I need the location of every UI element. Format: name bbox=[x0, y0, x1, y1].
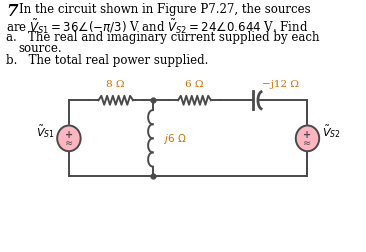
Circle shape bbox=[57, 126, 81, 152]
Text: 8 Ω: 8 Ω bbox=[107, 80, 125, 89]
Text: +: + bbox=[65, 129, 73, 139]
Text: 6 Ω: 6 Ω bbox=[185, 80, 203, 89]
Text: $j6\ \Omega$: $j6\ \Omega$ bbox=[164, 132, 187, 146]
Text: +: + bbox=[303, 129, 311, 139]
Text: are $\tilde{V}_{S1} = 36\angle(-\pi/3)$ V and $\tilde{V}_{S2} = 24\angle 0.644$ : are $\tilde{V}_{S1} = 36\angle(-\pi/3)$ … bbox=[6, 17, 308, 36]
Text: 7: 7 bbox=[6, 3, 18, 20]
Text: ≈: ≈ bbox=[303, 138, 311, 148]
Circle shape bbox=[296, 126, 319, 152]
Text: −j12 Ω: −j12 Ω bbox=[262, 80, 299, 89]
Text: source.: source. bbox=[19, 42, 62, 55]
Text: $\tilde{V}_{S1}$: $\tilde{V}_{S1}$ bbox=[36, 122, 55, 139]
Text: b.   The total real power supplied.: b. The total real power supplied. bbox=[6, 54, 208, 67]
Text: a.   The real and imaginary current supplied by each: a. The real and imaginary current suppli… bbox=[6, 31, 320, 44]
Text: $\tilde{V}_{S2}$: $\tilde{V}_{S2}$ bbox=[322, 122, 341, 139]
Text: In the circuit shown in Figure P7.27, the sources: In the circuit shown in Figure P7.27, th… bbox=[19, 3, 311, 16]
Text: ≈: ≈ bbox=[65, 138, 73, 148]
